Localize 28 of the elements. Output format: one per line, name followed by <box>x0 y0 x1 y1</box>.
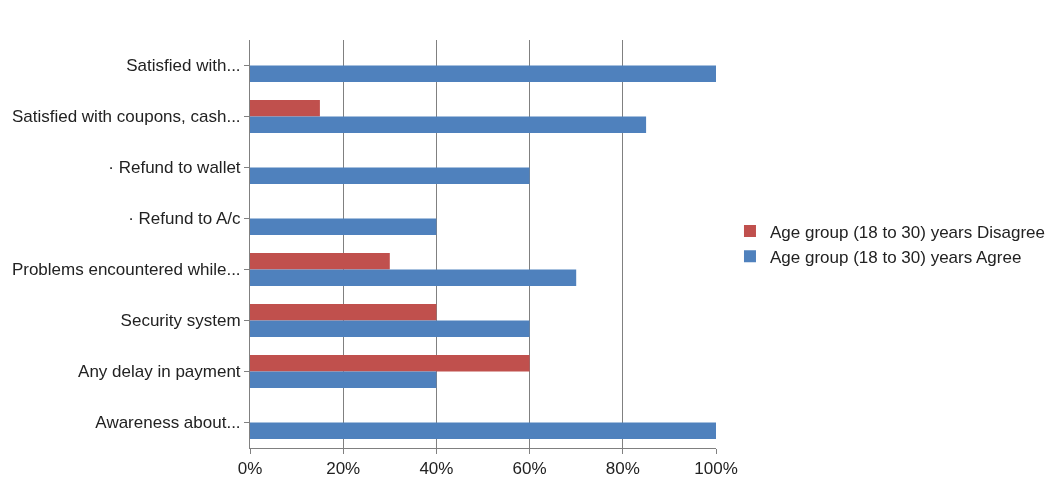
x-tick-label: 20% <box>326 459 361 479</box>
y-tick-label: · Refund to A/c <box>128 209 242 229</box>
bar <box>250 320 530 338</box>
y-tick-label: Problems encountered while... <box>11 260 241 280</box>
bar <box>250 269 577 287</box>
bar <box>250 422 716 440</box>
bar <box>250 354 530 372</box>
bar <box>250 252 390 270</box>
x-tick-label: 60% <box>512 459 547 479</box>
bar <box>250 167 530 185</box>
bar <box>250 65 716 83</box>
y-tick-label: Security system <box>120 311 241 331</box>
y-tick-label: · Refund to wallet <box>108 158 241 178</box>
x-tick-label: 40% <box>419 459 454 479</box>
y-tick-label: Satisfied with... <box>126 56 241 76</box>
x-tick-label: 0% <box>237 459 263 479</box>
legend-label: Age group (18 to 30) years Agree <box>769 247 1022 267</box>
x-tick-label: 100% <box>694 459 738 479</box>
x-tick-label: 80% <box>605 459 640 479</box>
bar <box>250 218 437 236</box>
y-tick-label: Any delay in payment <box>78 362 241 382</box>
legend-label: Age group (18 to 30) years Disagree <box>769 222 1045 242</box>
bar <box>250 303 437 321</box>
y-tick-label: Awareness about... <box>95 413 241 433</box>
y-tick-label: Satisfied with coupons, cash... <box>11 107 241 127</box>
bar <box>250 99 320 117</box>
bar <box>250 116 647 134</box>
bar <box>250 371 437 389</box>
